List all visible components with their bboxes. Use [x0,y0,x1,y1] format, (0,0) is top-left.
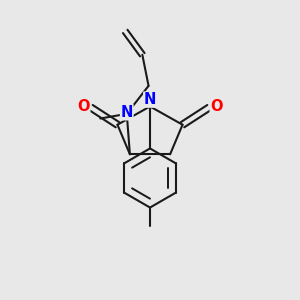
Text: O: O [210,99,223,114]
Text: O: O [77,99,90,114]
Text: N: N [144,92,156,107]
Text: N: N [121,105,133,120]
